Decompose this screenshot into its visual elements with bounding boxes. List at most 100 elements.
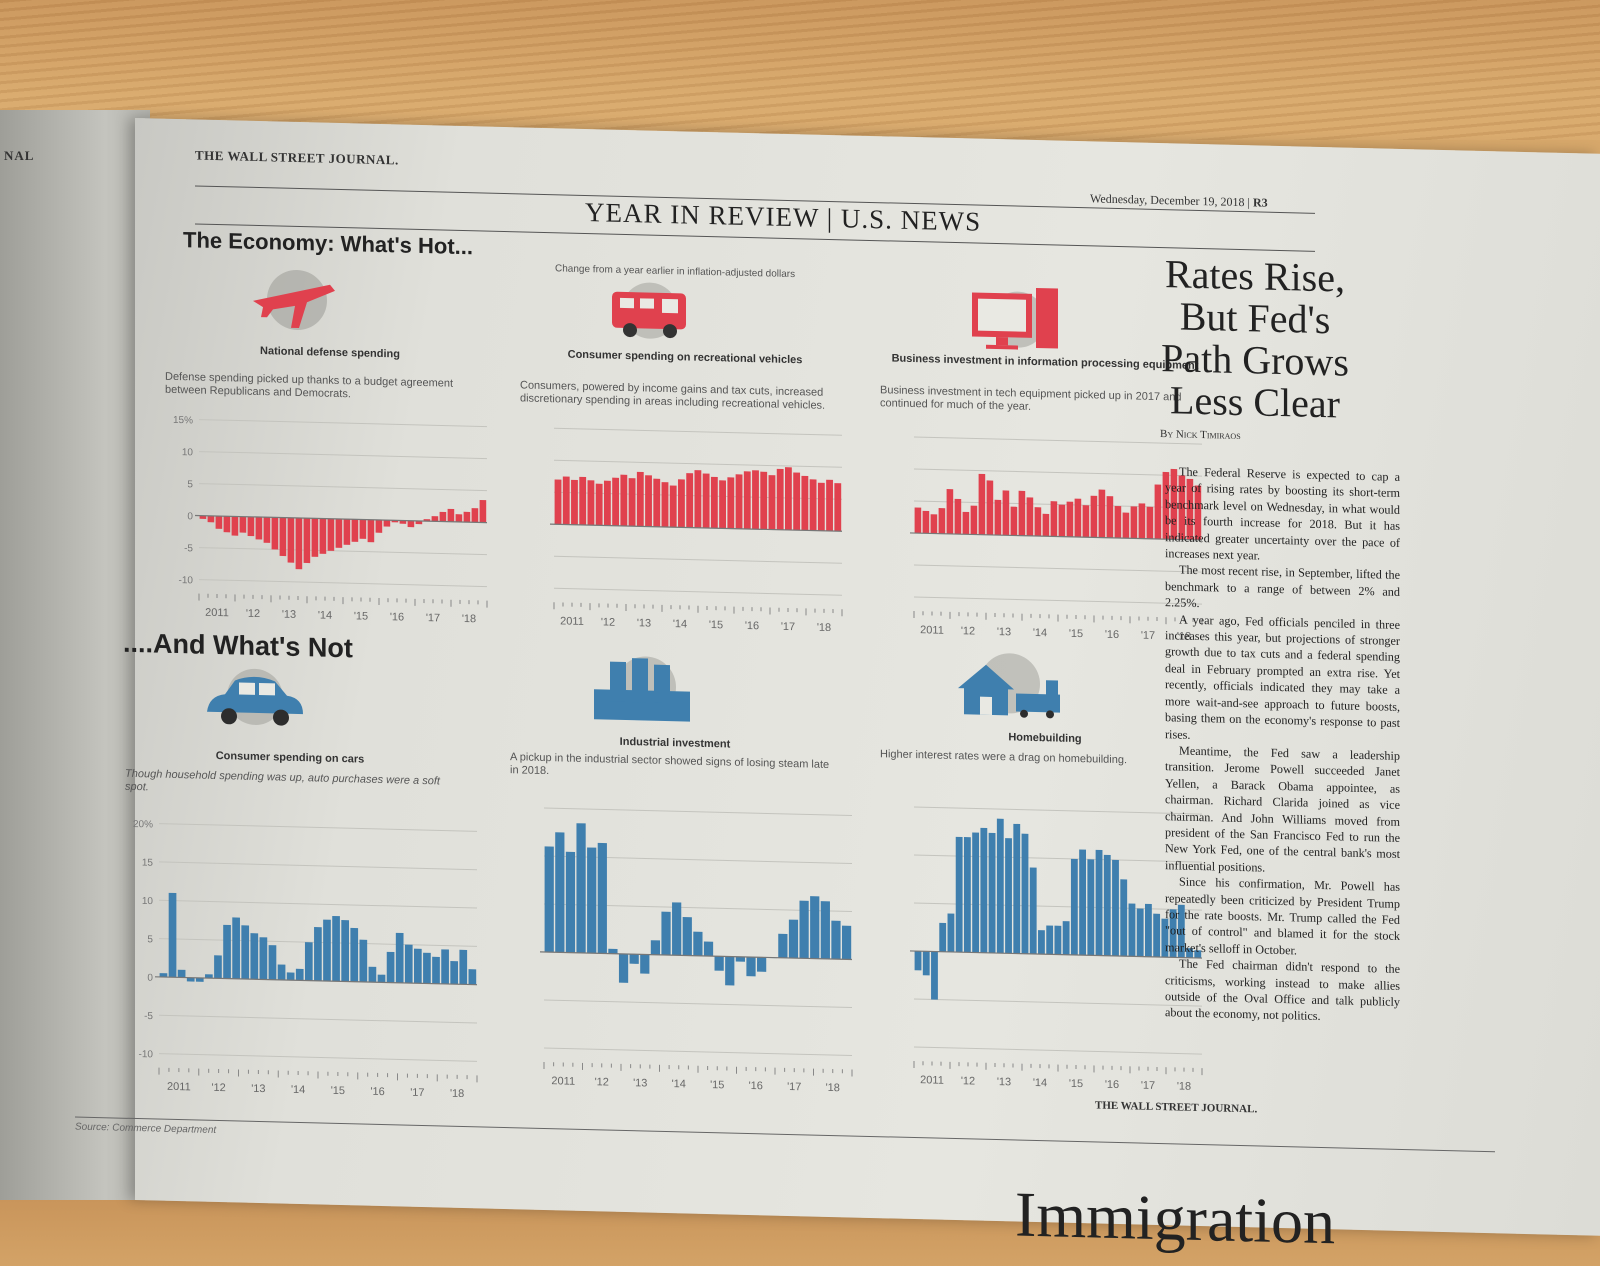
x-tick-label: '18 — [817, 622, 831, 634]
bar — [295, 517, 303, 570]
article-paragraph: Meantime, the Fed saw a leadership trans… — [1165, 743, 1400, 875]
bar — [279, 517, 287, 557]
gridline — [199, 419, 487, 428]
y-tick-label: 20% — [133, 819, 153, 830]
bar — [788, 919, 799, 959]
panel-title: National defense spending — [260, 345, 400, 361]
bar — [988, 832, 996, 954]
bar — [177, 969, 186, 978]
bar — [1002, 490, 1010, 536]
page-number: R3 — [1252, 195, 1268, 210]
bar — [544, 846, 554, 953]
bar — [1038, 930, 1045, 955]
paper-masthead: THE WALL STREET JOURNAL. — [195, 147, 399, 168]
bar — [555, 832, 565, 953]
bar — [628, 478, 636, 527]
x-tick-label: '15 — [1069, 628, 1083, 640]
bar — [645, 475, 652, 527]
bar — [268, 945, 277, 980]
gridline — [554, 555, 842, 564]
bar — [255, 516, 263, 540]
y-tick-label: -5 — [144, 1011, 153, 1022]
bar — [1112, 859, 1119, 957]
bar — [746, 956, 756, 977]
left-newspaper-page: NAL — [0, 110, 150, 1200]
gridline — [914, 564, 1202, 573]
article-headline: Rates Rise, But Fed's Path Grows Less Cl… — [1161, 251, 1349, 427]
panel-description: Defense spending picked up thanks to a b… — [165, 370, 454, 401]
bar — [1029, 867, 1037, 955]
y-tick-label: 10 — [142, 896, 154, 907]
y-tick-label: 10 — [182, 447, 194, 458]
bar — [423, 952, 431, 984]
gridline — [554, 427, 842, 436]
article-byline: By Nick Timiraos — [1160, 428, 1241, 443]
house-icon — [958, 653, 1060, 719]
bar — [922, 510, 930, 534]
x-tick-label: '13 — [997, 1076, 1011, 1088]
bar — [714, 956, 724, 971]
bar — [947, 913, 955, 953]
bar — [479, 500, 487, 523]
x-tick-label: '14 — [673, 618, 687, 630]
bar — [232, 917, 240, 979]
bar — [719, 480, 727, 529]
x-tick-label: '18 — [826, 1082, 840, 1094]
bar — [311, 518, 319, 557]
bar — [263, 517, 271, 543]
bar — [407, 520, 415, 528]
bar — [834, 483, 842, 532]
y-tick-label: -5 — [184, 543, 193, 554]
x-tick-label: '13 — [633, 1077, 647, 1089]
bar — [1042, 513, 1050, 537]
x-tick-label: '14 — [318, 609, 332, 621]
bar — [199, 515, 207, 519]
bar — [914, 951, 922, 971]
bar — [576, 823, 586, 954]
bar — [587, 480, 595, 526]
bar — [640, 954, 650, 974]
bar — [735, 474, 743, 529]
bar — [1170, 468, 1178, 540]
x-tick-label: '16 — [390, 611, 404, 623]
y-tick-label: 0 — [187, 511, 193, 522]
bar — [776, 468, 784, 530]
bar — [350, 927, 359, 982]
bar — [994, 499, 1002, 536]
bar — [597, 842, 607, 954]
x-tick-label: '15 — [331, 1085, 345, 1097]
x-tick-label: '13 — [997, 626, 1011, 638]
gridline — [914, 500, 1202, 509]
x-tick-label: '12 — [601, 616, 615, 628]
bar — [636, 471, 644, 527]
bar — [1161, 918, 1169, 958]
x-tick-label: '12 — [211, 1082, 225, 1094]
bar — [669, 485, 677, 528]
bar — [554, 479, 562, 525]
bar — [1162, 471, 1170, 540]
bar — [277, 964, 286, 981]
x-tick-label: '17 — [426, 612, 440, 624]
not-title: ....And What's Not — [123, 627, 353, 664]
x-tick-label: 2011 — [560, 615, 584, 628]
bar — [1146, 506, 1154, 539]
bar — [1074, 498, 1082, 538]
bar — [304, 942, 313, 981]
bar — [931, 951, 938, 1000]
x-tick-label: '16 — [745, 620, 759, 632]
bar — [207, 515, 215, 523]
bar — [930, 514, 938, 534]
bar — [1186, 948, 1193, 958]
bar — [432, 956, 440, 984]
computer-icon — [972, 288, 1058, 350]
bar — [1070, 858, 1078, 956]
bar — [1145, 903, 1152, 957]
article-paragraph: The most recent rise, in September, lift… — [1165, 562, 1400, 611]
bar — [455, 514, 463, 522]
panel-rv: Consumer spending on recreational vehicl… — [520, 267, 850, 634]
bar — [735, 956, 745, 962]
bar — [672, 902, 682, 956]
bar — [414, 948, 422, 984]
y-tick-label: 15% — [173, 415, 193, 426]
bar — [332, 915, 340, 982]
